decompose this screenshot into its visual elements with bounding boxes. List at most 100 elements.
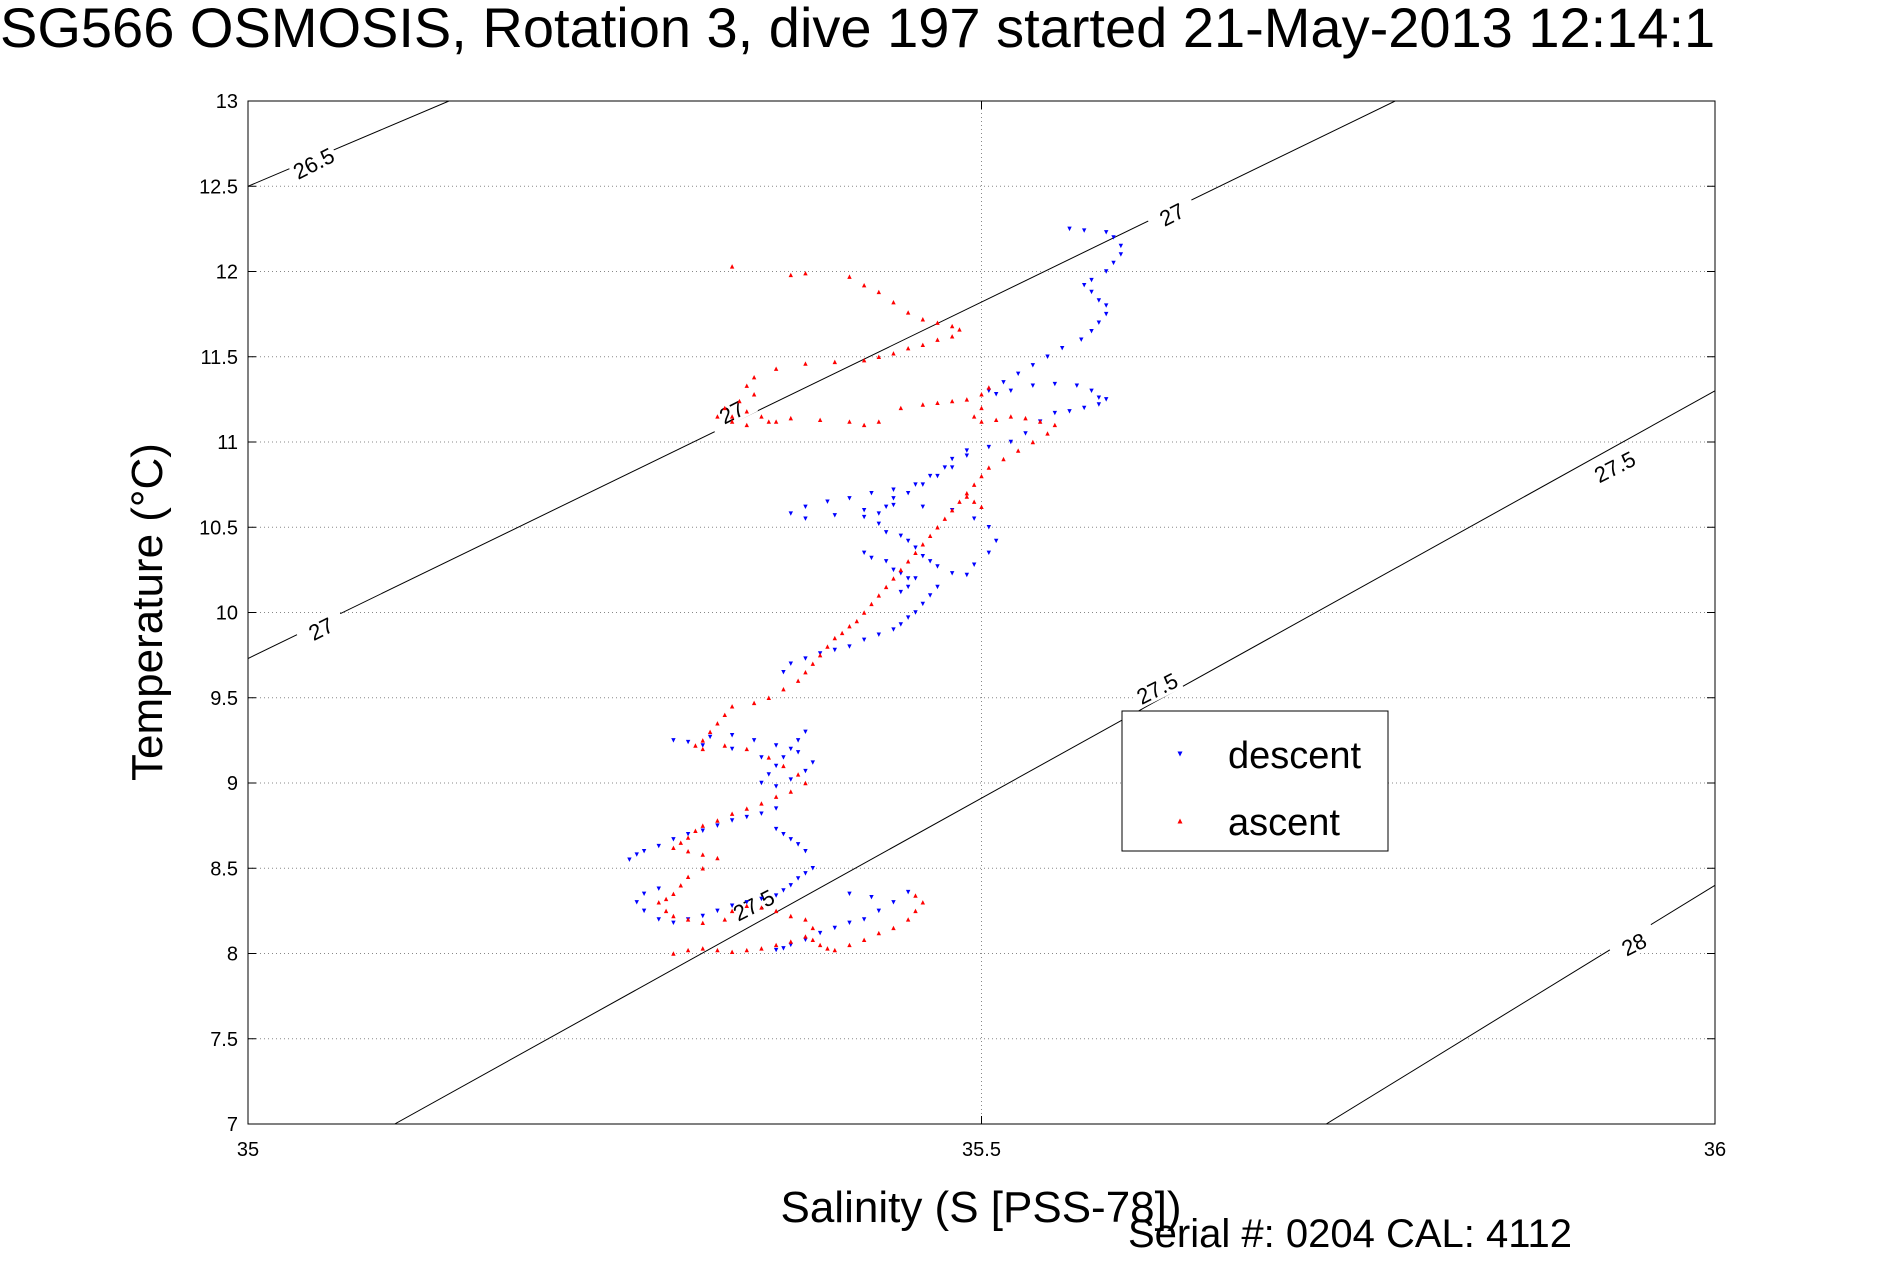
ascent-point [964, 494, 970, 499]
descent-point [641, 849, 647, 854]
ascent-point [1008, 414, 1014, 419]
descent-point [876, 632, 882, 637]
descent-point [861, 637, 867, 642]
ascent-point [942, 516, 948, 521]
ascent-point [891, 925, 896, 931]
ascent-point [729, 414, 735, 419]
ascent-point [861, 610, 867, 615]
y-tick-label: 12 [216, 262, 238, 284]
descent-point [788, 511, 793, 516]
ascent-point [715, 721, 720, 726]
descent-point [898, 622, 904, 627]
contour-label: 27.5 [1587, 444, 1642, 488]
descent-point [993, 538, 999, 544]
descent-point [913, 576, 918, 581]
descent-point [920, 482, 926, 487]
ascent-point [671, 845, 676, 850]
descent-point [861, 917, 867, 922]
ascent-point [759, 414, 764, 419]
descent-point [949, 465, 955, 470]
ascent-point [891, 576, 896, 581]
descent-point [861, 550, 867, 556]
ascent-point [759, 905, 764, 910]
descent-point [905, 584, 911, 590]
ascent-point [803, 271, 808, 276]
descent-point [766, 772, 771, 777]
ascent-point [722, 917, 727, 922]
ascent-point [685, 917, 691, 922]
isopycnal-line [248, 101, 1396, 659]
descent-point [788, 746, 793, 752]
legend: descent ascent [1121, 710, 1389, 852]
ascent-point [729, 908, 735, 914]
descent-point [671, 920, 676, 926]
ascent-point [751, 375, 757, 380]
ascent-point [781, 687, 786, 692]
contour-label: 28 [1606, 921, 1661, 965]
descent-point [942, 465, 948, 470]
descent-point [729, 903, 735, 908]
ascent-point [964, 397, 970, 402]
ascent-point [744, 409, 749, 414]
y-tick-label: 10 [216, 603, 238, 625]
descent-point [641, 891, 647, 897]
ascent-point [832, 947, 837, 953]
ascent-point [979, 473, 984, 479]
descent-point [715, 823, 720, 828]
descent-point [847, 891, 852, 897]
ascent-point [927, 533, 933, 538]
descent-point [891, 900, 896, 905]
descent-point [847, 644, 852, 649]
ascent-point [1037, 419, 1043, 424]
ascent-point [773, 908, 779, 914]
contour-label-bg [726, 882, 781, 926]
descent-point [935, 584, 940, 590]
descent-point [634, 852, 639, 857]
ascent-point [759, 946, 764, 951]
contour-label-bg [293, 606, 348, 650]
descent-point [685, 739, 691, 745]
descent-point [913, 610, 918, 615]
descent-point [773, 763, 779, 769]
descent-point [891, 496, 896, 501]
ascent-point [817, 942, 823, 948]
y-tick-label: 9.5 [210, 688, 238, 710]
descent-point [1001, 380, 1006, 385]
ascent-point [729, 811, 735, 816]
descent-point [788, 661, 793, 666]
ascent-point [795, 772, 801, 777]
ascent-point [700, 866, 705, 871]
descent-point [1052, 410, 1058, 416]
descent-point [773, 947, 779, 953]
y-tick-label: 11 [217, 432, 238, 454]
descent-point [898, 533, 904, 538]
descent-point [788, 942, 793, 948]
ascent-point [781, 763, 786, 769]
descent-point [883, 559, 889, 564]
descent-point [905, 576, 911, 581]
descent-point [964, 453, 970, 458]
ascent-point [773, 419, 779, 424]
descent-point [1103, 230, 1109, 235]
descent-point [803, 516, 808, 521]
grid-lines [248, 101, 1715, 1124]
y-tick-label: 8.5 [210, 858, 238, 880]
ascent-point [685, 947, 691, 953]
descent-point [913, 545, 918, 550]
ascent-point [729, 264, 735, 269]
legend-label-descent: descent [1228, 735, 1362, 777]
ascent-point [935, 400, 940, 405]
descent-point [971, 562, 977, 567]
ascent-point [810, 937, 815, 943]
descent-point [1008, 388, 1014, 394]
descent-point [803, 729, 808, 735]
ascent-point [905, 310, 911, 315]
contour-label: 27.5 [726, 882, 781, 926]
ascent-point [744, 806, 749, 811]
descent-point [759, 780, 764, 786]
ascent-point [715, 818, 720, 823]
descent-point [1111, 260, 1116, 266]
ascent-point [964, 490, 970, 496]
descent-point [869, 895, 874, 900]
